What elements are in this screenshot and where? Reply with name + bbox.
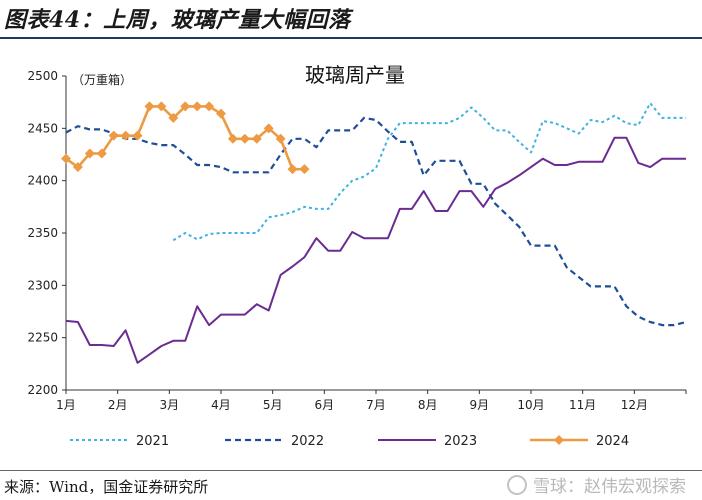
series-line-2021: [172, 102, 686, 242]
data-point-2024: [84, 148, 95, 159]
watermark-text: 雪球：赵伟宏观探索: [533, 477, 686, 497]
data-point-2024: [204, 101, 215, 112]
x-tick-label: 11月: [569, 398, 596, 412]
data-point-2024: [251, 133, 262, 144]
data-point-2024: [263, 123, 274, 134]
x-tick-label: 12月: [621, 398, 648, 412]
legend-label-2022: 2022: [291, 434, 324, 449]
y-tick-label: 2300: [27, 278, 58, 292]
data-point-2024: [227, 133, 238, 144]
watermark: 雪球：赵伟宏观探索: [507, 472, 686, 497]
data-point-2024: [61, 153, 71, 164]
x-tick-label: 5月: [263, 398, 283, 412]
series-line-2024: [65, 105, 305, 171]
chart-title: 玻璃周产量: [305, 63, 405, 87]
x-tick-label: 1月: [56, 398, 76, 412]
y-tick-label: 2200: [27, 383, 58, 397]
data-point-2024: [287, 164, 298, 175]
data-point-2024: [216, 108, 226, 119]
x-tick-label: 7月: [366, 398, 386, 412]
glass-weekly-production-chart: 2200 2250 2300 2350 2400 2450 2500 1月 2月 3月 4月 5月 6月…: [27, 63, 687, 449]
legend-label-2024: 2024: [596, 434, 629, 449]
x-tick-label: 8月: [418, 398, 438, 412]
legend-marker-2024: [554, 435, 564, 445]
data-point-2024: [156, 101, 167, 112]
footer-rule: [0, 470, 702, 471]
series-line-2023: [65, 136, 686, 364]
y-tick-label: 2400: [27, 174, 58, 188]
unit-label: （万重箱）: [72, 72, 132, 87]
data-point-2024: [239, 133, 250, 144]
y-tick-label: 2250: [27, 331, 58, 345]
series-line-2022: [65, 116, 687, 327]
chart-axes: 2200 2250 2300 2350 2400 2450 2500 1月 2月 3月 4月 5月 6月…: [27, 63, 687, 412]
data-point-2024: [96, 148, 107, 159]
legend-label-2023: 2023: [444, 434, 477, 449]
data-point-2024: [72, 162, 83, 173]
legend-label-2021: 2021: [136, 434, 169, 449]
chart-series: [61, 101, 687, 364]
y-tick-label: 2450: [27, 121, 58, 135]
figure-title: 图表44：上周，玻璃产量大幅回落: [4, 7, 351, 33]
x-tick-label: 9月: [470, 398, 490, 412]
data-point-2024: [275, 133, 286, 144]
y-tick-label: 2500: [27, 69, 58, 83]
data-point-2024: [132, 130, 143, 141]
data-point-2024: [299, 164, 310, 175]
data-point-2024: [120, 130, 131, 141]
chart-legend: 2021 2022 2023 2024: [70, 434, 629, 449]
x-tick-label: 3月: [160, 398, 180, 412]
data-point-2024: [180, 101, 191, 112]
data-point-2024: [108, 130, 119, 141]
y-tick-label: 2350: [27, 226, 58, 240]
title-rule: [0, 37, 702, 39]
source-note: 来源：Wind，国金证券研究所: [4, 478, 209, 496]
x-tick-label: 2月: [108, 398, 128, 412]
data-point-2024: [144, 101, 155, 112]
snowball-logo-icon: [507, 474, 527, 495]
x-tick-label: 10月: [517, 398, 544, 412]
x-tick-label: 4月: [211, 398, 231, 412]
x-tick-label: 6月: [315, 398, 335, 412]
data-point-2024: [192, 101, 203, 112]
data-point-2024: [168, 112, 179, 123]
